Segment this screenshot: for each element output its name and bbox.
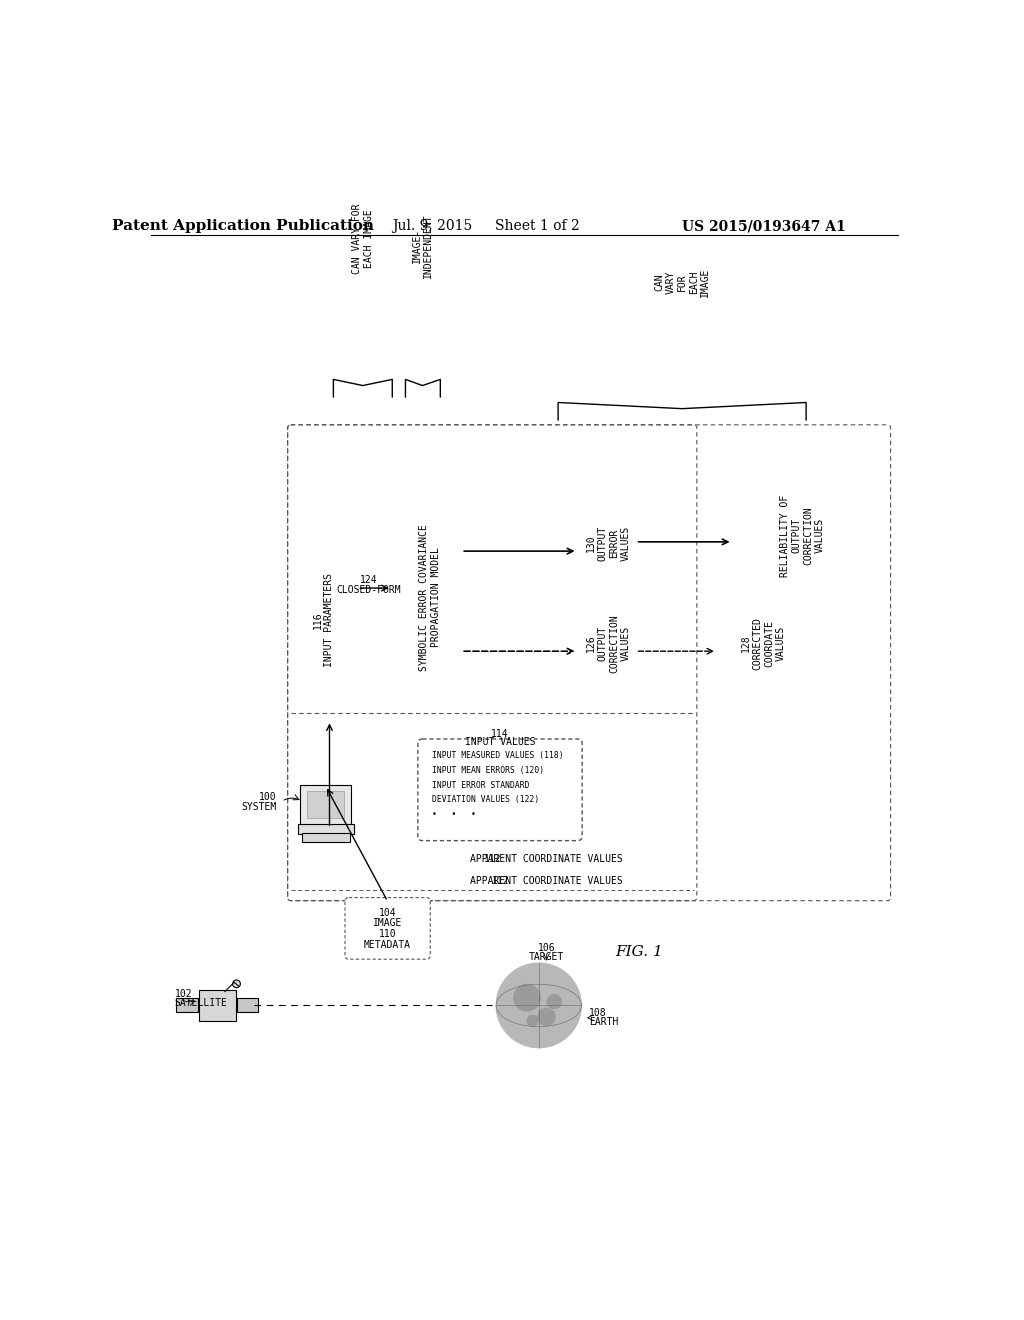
Text: Jul. 9, 2015: Jul. 9, 2015	[391, 219, 472, 234]
Text: SYMBOLIC ERROR COVARIANCE
PROPAGATION MODEL: SYMBOLIC ERROR COVARIANCE PROPAGATION MO…	[420, 524, 441, 671]
Text: INPUT VALUES: INPUT VALUES	[465, 737, 536, 747]
FancyBboxPatch shape	[302, 833, 349, 842]
Circle shape	[547, 994, 562, 1010]
Text: FIG. 1: FIG. 1	[615, 945, 664, 958]
Text: IMAGE: IMAGE	[373, 917, 402, 928]
Text: DEVIATION VALUES (122): DEVIATION VALUES (122)	[432, 796, 539, 804]
Circle shape	[526, 1015, 539, 1027]
Text: INPUT MEASURED VALUES (118): INPUT MEASURED VALUES (118)	[432, 751, 563, 760]
Text: CAN VARY FOR
EACH IMAGE: CAN VARY FOR EACH IMAGE	[352, 203, 374, 275]
Text: Patent Application Publication: Patent Application Publication	[112, 219, 374, 234]
Text: Sheet 1 of 2: Sheet 1 of 2	[495, 219, 580, 234]
Text: SATELLITE: SATELLITE	[174, 998, 227, 1008]
Text: 102: 102	[174, 989, 193, 999]
Circle shape	[496, 964, 582, 1048]
Text: 114: 114	[492, 730, 509, 739]
Text: RELIABILITY OF
OUTPUT
CORRECTION
VALUES: RELIABILITY OF OUTPUT CORRECTION VALUES	[780, 495, 824, 577]
FancyBboxPatch shape	[307, 792, 344, 818]
FancyBboxPatch shape	[300, 785, 351, 825]
Text: 110: 110	[379, 929, 396, 939]
Text: TARGET: TARGET	[528, 952, 564, 962]
Text: 112: 112	[493, 875, 510, 886]
Text: APPARENT COORDINATE VALUES: APPARENT COORDINATE VALUES	[470, 875, 623, 886]
Text: 128
CORRECTED
COORDATE
VALUES: 128 CORRECTED COORDATE VALUES	[741, 616, 785, 671]
Text: 108: 108	[589, 1008, 607, 1018]
Circle shape	[513, 983, 541, 1011]
Text: 124: 124	[359, 576, 377, 585]
Text: CLOSED-FORM: CLOSED-FORM	[336, 585, 400, 594]
Text: 100: 100	[259, 792, 276, 803]
Text: IMAGE-
INDEPENDENT: IMAGE- INDEPENDENT	[412, 213, 433, 277]
FancyBboxPatch shape	[418, 739, 583, 841]
Circle shape	[538, 1007, 556, 1026]
Text: CAN
VARY
FOR
EACH
IMAGE: CAN VARY FOR EACH IMAGE	[654, 268, 711, 297]
Text: 104: 104	[379, 908, 396, 917]
FancyBboxPatch shape	[199, 990, 236, 1020]
Text: METADATA: METADATA	[365, 940, 411, 949]
FancyBboxPatch shape	[237, 998, 258, 1012]
Text: US 2015/0193647 A1: US 2015/0193647 A1	[682, 219, 846, 234]
FancyBboxPatch shape	[298, 824, 353, 834]
Text: 112: 112	[483, 854, 501, 865]
Text: •   •   •: • • •	[432, 810, 476, 818]
Text: INPUT ERROR STANDARD: INPUT ERROR STANDARD	[432, 780, 529, 789]
Text: APPARENT COORDINATE VALUES: APPARENT COORDINATE VALUES	[470, 854, 623, 865]
Text: 130
OUTPUT
ERROR
VALUES: 130 OUTPUT ERROR VALUES	[586, 525, 631, 561]
Text: 116
INPUT PARAMETERS: 116 INPUT PARAMETERS	[312, 573, 334, 668]
Circle shape	[232, 979, 241, 987]
Text: EARTH: EARTH	[589, 1018, 618, 1027]
Text: SYSTEM: SYSTEM	[242, 801, 276, 812]
FancyBboxPatch shape	[345, 898, 430, 960]
Text: 126
OUTPUT
CORRECTION
VALUES: 126 OUTPUT CORRECTION VALUES	[586, 614, 631, 673]
Text: INPUT MEAN ERRORS (120): INPUT MEAN ERRORS (120)	[432, 766, 544, 775]
Text: 106: 106	[538, 942, 555, 953]
FancyBboxPatch shape	[176, 998, 198, 1012]
